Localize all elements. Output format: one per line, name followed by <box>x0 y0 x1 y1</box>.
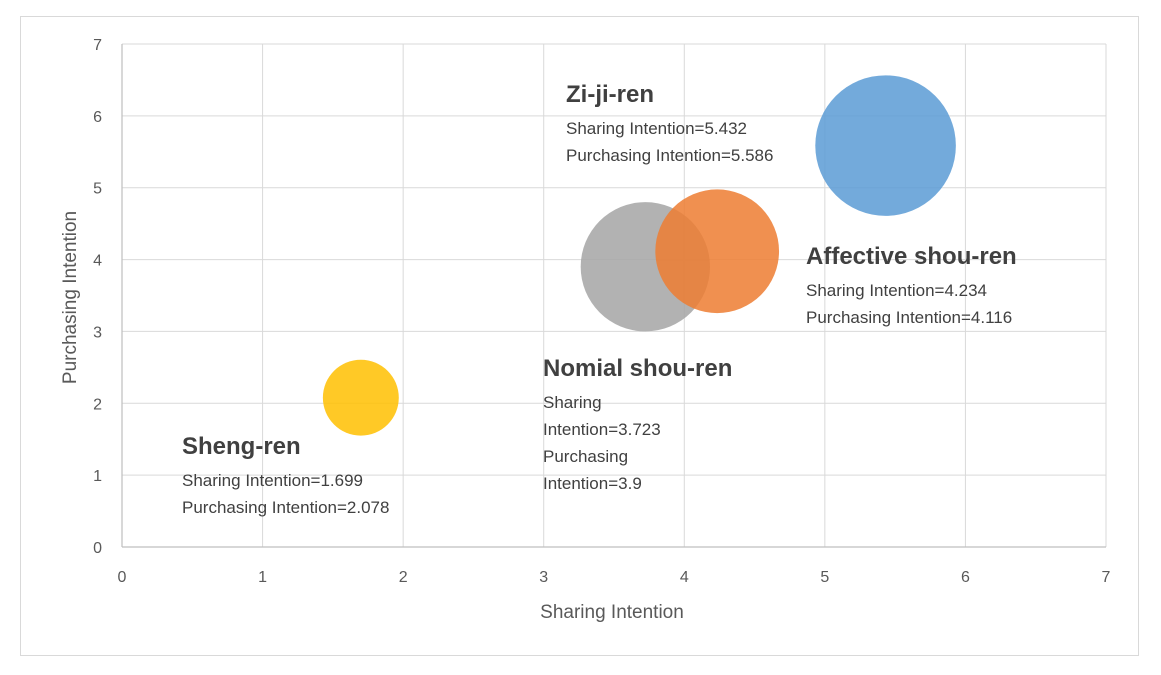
x-tick-label: 7 <box>1102 569 1111 586</box>
data-label-name: Sheng-ren <box>182 433 301 460</box>
data-label-value: Purchasing <box>543 447 628 466</box>
y-tick-label: 5 <box>93 181 102 198</box>
bubble-zi-ji-ren <box>815 75 956 216</box>
data-label-value: Purchasing Intention=2.078 <box>182 498 389 517</box>
x-tick-label: 1 <box>258 569 267 586</box>
data-label-value: Sharing <box>543 393 602 412</box>
bubble-sheng-ren <box>322 359 399 436</box>
data-label-value: Purchasing Intention=5.586 <box>566 146 773 165</box>
x-tick-label: 6 <box>961 569 970 586</box>
y-tick-label: 3 <box>93 324 102 341</box>
y-tick-label: 1 <box>93 468 102 485</box>
data-label-name: Nomial shou-ren <box>543 355 732 382</box>
data-label-value: Sharing Intention=5.432 <box>566 119 747 138</box>
data-label-value: Purchasing Intention=4.116 <box>806 308 1012 327</box>
y-tick-label: 0 <box>93 540 102 557</box>
y-tick-label: 6 <box>93 109 102 126</box>
data-label-value: Sharing Intention=4.234 <box>806 281 987 300</box>
y-tick-label: 2 <box>93 396 102 413</box>
data-label-name: Affective shou-ren <box>806 243 1017 270</box>
data-label-value: Intention=3.9 <box>543 474 642 493</box>
y-tick-label: 7 <box>93 37 102 54</box>
x-tick-label: 0 <box>118 569 127 586</box>
chart-frame <box>20 16 1139 656</box>
data-label-value: Intention=3.723 <box>543 420 661 439</box>
data-label-name: Zi-ji-ren <box>566 81 654 108</box>
x-tick-label: 2 <box>399 569 408 586</box>
y-axis-title: Purchasing Intention <box>60 211 81 384</box>
x-axis-title: Sharing Intention <box>540 602 684 623</box>
data-label-value: Sharing Intention=1.699 <box>182 471 363 490</box>
x-tick-label: 3 <box>539 569 548 586</box>
bubble-affective-shou-ren <box>655 189 780 314</box>
y-tick-label: 4 <box>93 253 102 270</box>
x-tick-label: 4 <box>680 569 689 586</box>
x-tick-label: 5 <box>820 569 829 586</box>
